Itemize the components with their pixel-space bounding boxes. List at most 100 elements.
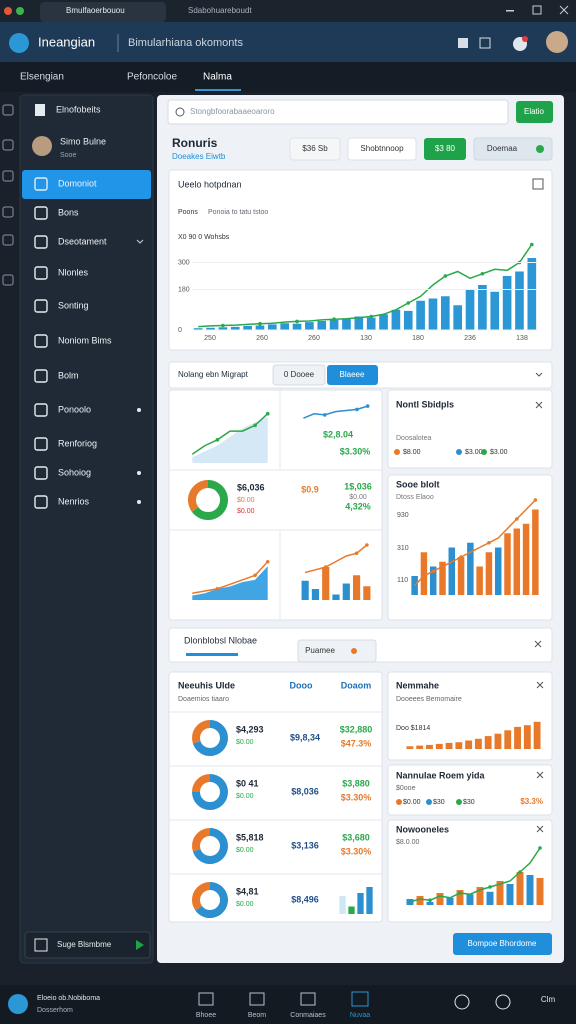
- card: [387, 819, 553, 923]
- sidebar-button[interactable]: [24, 931, 151, 959]
- sidebar-item[interactable]: Renforiog: [58, 438, 97, 448]
- bar: [436, 893, 444, 905]
- strip-icon[interactable]: [2, 234, 14, 246]
- bottom-bar: [0, 985, 576, 1024]
- sidebar-item[interactable]: Bons: [58, 207, 79, 217]
- tab-title[interactable]: Sdabohuareboudt: [188, 6, 252, 15]
- legend-dot: [456, 799, 462, 805]
- chip-label[interactable]: $3 80: [435, 144, 456, 153]
- area: [192, 566, 268, 600]
- nav-icon[interactable]: [300, 992, 316, 1006]
- browser-tab[interactable]: [40, 2, 166, 22]
- chip[interactable]: [347, 137, 417, 161]
- tab-label[interactable]: Blaeee: [340, 370, 365, 379]
- tab-chip[interactable]: [272, 364, 326, 386]
- close-icon[interactable]: [536, 771, 544, 779]
- nav-label[interactable]: Bhoee: [196, 1012, 216, 1019]
- chip-label[interactable]: Puamee: [305, 646, 335, 655]
- sidebar-active[interactable]: [22, 170, 151, 199]
- strip-icon[interactable]: [2, 104, 14, 116]
- sidebar-item[interactable]: Ponoolo: [58, 404, 91, 414]
- sidebar-icon: [34, 299, 48, 313]
- close-icon[interactable]: [536, 681, 544, 689]
- sidebar-button-label[interactable]: Suge Blsmbme: [57, 940, 112, 949]
- bar: [292, 323, 302, 330]
- strip-icon[interactable]: [2, 274, 14, 286]
- row-pct: $3.30%: [341, 792, 372, 802]
- nav-icon-active[interactable]: [351, 991, 369, 1007]
- sidebar-item[interactable]: Domoniot: [58, 178, 97, 188]
- strip-icon[interactable]: [2, 206, 14, 218]
- metric: $6,036: [237, 482, 265, 492]
- icon[interactable]: [495, 994, 511, 1010]
- user-name: Simo Bulne: [60, 136, 106, 146]
- nav-tab[interactable]: Pefoncoloe: [127, 72, 177, 83]
- strip-icon[interactable]: [2, 170, 14, 182]
- x-tick-label: 138: [516, 335, 528, 342]
- sidebar-icon: [34, 266, 48, 280]
- tab-chip-active[interactable]: [327, 365, 378, 385]
- bar: [420, 552, 428, 595]
- sidebar-item[interactable]: Sohoiog: [58, 467, 91, 477]
- nav-label[interactable]: Beom: [248, 1012, 266, 1019]
- sidebar-icon: [34, 235, 48, 249]
- bar: [532, 509, 539, 595]
- nav-tab[interactable]: Elsengian: [20, 72, 64, 83]
- mail-icon[interactable]: [479, 37, 491, 49]
- chip[interactable]: [473, 137, 553, 161]
- row-value: $4,81: [236, 886, 259, 896]
- search-button[interactable]: [516, 101, 553, 123]
- sidebar-item[interactable]: Noniom Bims: [58, 335, 112, 345]
- footer-button[interactable]: [453, 933, 552, 955]
- user-label: Eloeio ob.Nobiboma: [37, 995, 100, 1002]
- settings-icon[interactable]: [458, 38, 468, 48]
- strip-icon[interactable]: [2, 139, 14, 151]
- chip[interactable]: [297, 639, 377, 663]
- icon[interactable]: [532, 178, 544, 190]
- sidebar-item[interactable]: Bolm: [58, 370, 79, 380]
- button-label[interactable]: Bompoe Bhordome: [468, 939, 537, 948]
- notification-badge: [522, 36, 528, 42]
- card: [168, 169, 553, 351]
- donut-segment: [192, 720, 211, 744]
- icon[interactable]: [454, 994, 470, 1010]
- close-icon[interactable]: [536, 825, 544, 833]
- maximize-icon[interactable]: [532, 5, 542, 15]
- chip-label[interactable]: $36 Sb: [302, 144, 328, 153]
- sidebar-item[interactable]: Dseotament: [58, 236, 107, 246]
- bar: [445, 742, 453, 749]
- point: [265, 411, 270, 416]
- nav-icon[interactable]: [198, 992, 214, 1006]
- sidebar-item[interactable]: Nenrios: [58, 496, 90, 506]
- nav-tab[interactable]: Nalma: [203, 72, 232, 83]
- axis-label: X0 90 0 Wohsbs: [178, 234, 230, 241]
- sidebar-icon: [34, 206, 48, 220]
- nav-label[interactable]: Conmaiaes: [290, 1012, 326, 1019]
- close-icon[interactable]: [559, 5, 569, 15]
- bottom-label[interactable]: Clm: [541, 995, 556, 1004]
- chip-label[interactable]: Shobtnnoop: [360, 144, 404, 153]
- row-sub: $0.00: [236, 739, 254, 746]
- sidebar-item[interactable]: Nlonles: [58, 267, 89, 277]
- close-icon[interactable]: [534, 640, 542, 648]
- chip[interactable]: [289, 137, 341, 161]
- nav-label[interactable]: Nuvaa: [350, 1012, 370, 1019]
- chip[interactable]: [424, 138, 466, 160]
- y-tick-label: 0: [178, 327, 182, 334]
- button-label[interactable]: Elatio: [524, 107, 545, 116]
- chip-label[interactable]: Doemaa: [487, 144, 518, 153]
- avatar[interactable]: [546, 31, 568, 53]
- tab-label[interactable]: 0 Dooee: [284, 370, 315, 379]
- x-tick-label: 236: [464, 335, 476, 342]
- chevron[interactable]: [535, 372, 543, 377]
- search-box[interactable]: [167, 99, 509, 125]
- metric: 1$,036: [344, 481, 372, 491]
- minimize-icon[interactable]: [506, 10, 514, 12]
- sidebar-icon: [34, 495, 48, 509]
- nav-icon[interactable]: [249, 992, 265, 1006]
- donut-segment: [192, 774, 211, 793]
- close-icon[interactable]: [535, 401, 543, 409]
- bar: [193, 328, 203, 330]
- sidebar-item[interactable]: Sonting: [58, 300, 89, 310]
